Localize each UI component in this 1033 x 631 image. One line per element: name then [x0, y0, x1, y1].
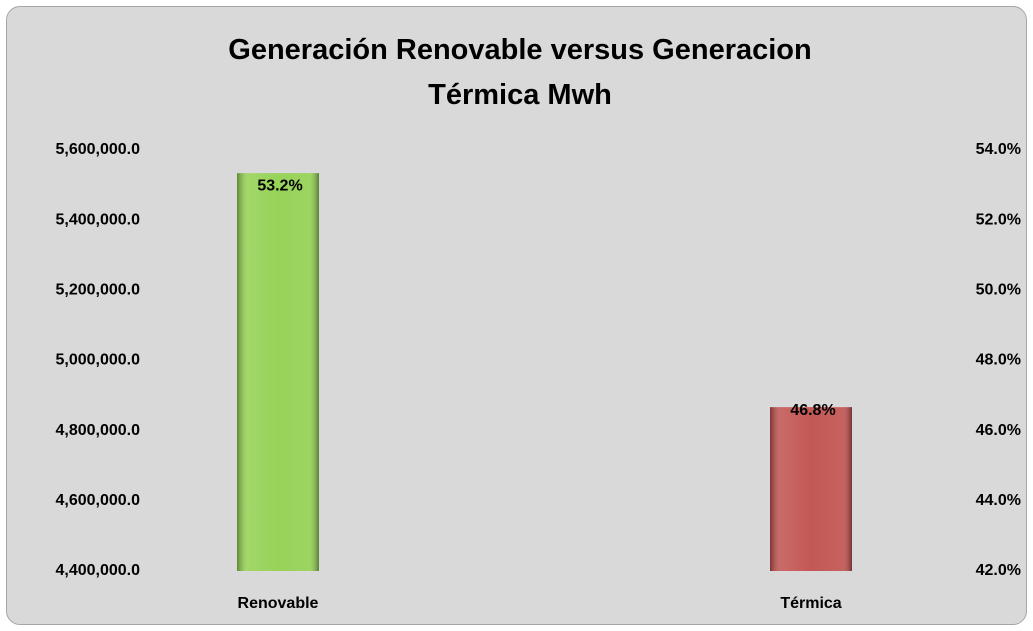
y2-tick-label: 50.0% [976, 282, 1021, 299]
y2-tick-label: 42.0% [976, 562, 1021, 579]
data-label: 46.8% [790, 402, 835, 419]
y2-tick-label: 46.0% [976, 422, 1021, 439]
chart-title: Generación Renovable versus Generacion T… [228, 34, 812, 111]
bar-shade [770, 407, 852, 571]
y-tick-label: 4,600,000.0 [55, 492, 140, 509]
y-tick-label: 5,000,000.0 [55, 352, 140, 369]
y-tick-label: 5,600,000.0 [55, 141, 140, 158]
y2-tick-label: 48.0% [976, 352, 1021, 369]
x-tick-label: Renovable [238, 595, 319, 612]
y-tick-label: 4,800,000.0 [55, 422, 140, 439]
y-tick-label: 4,400,000.0 [55, 562, 140, 579]
chart-background [6, 6, 1027, 625]
y2-tick-label: 54.0% [976, 141, 1021, 158]
bar-shade [237, 173, 319, 571]
data-label: 53.2% [257, 177, 302, 194]
y-tick-label: 5,200,000.0 [55, 282, 140, 299]
y2-tick-label: 44.0% [976, 492, 1021, 509]
y-tick-label: 5,400,000.0 [55, 211, 140, 228]
x-tick-label: Térmica [780, 595, 841, 612]
y2-tick-label: 52.0% [976, 211, 1021, 228]
